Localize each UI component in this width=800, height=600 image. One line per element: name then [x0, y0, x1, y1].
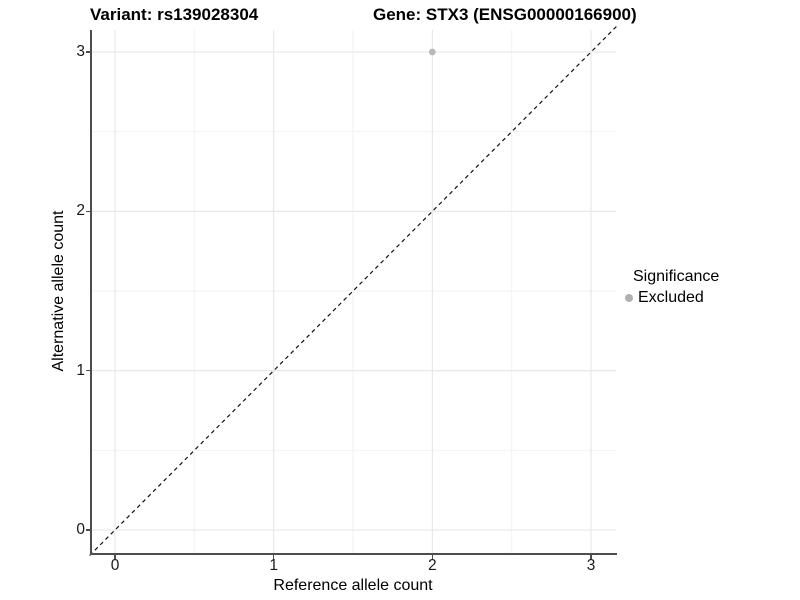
y-tick-label: 1	[76, 361, 85, 379]
plot-panel	[89, 24, 619, 556]
y-tick-mark	[85, 210, 90, 212]
y-tick-mark	[85, 51, 90, 53]
plot-title-variant: Variant: rs139028304	[90, 5, 259, 24]
y-tick-mark	[85, 370, 90, 372]
legend-entry-label: Excluded	[638, 289, 704, 306]
x-tick-label: 3	[586, 557, 596, 574]
plot-title-gene: Gene: STX3 (ENSG00000166900)	[373, 5, 637, 24]
x-tick-mark	[114, 554, 116, 559]
x-tick-mark	[273, 554, 275, 559]
y-tick-label: 3	[76, 43, 85, 60]
x-tick-label: 1	[269, 557, 278, 574]
identity-dashed-line	[89, 24, 619, 556]
x-tick-label: 2	[428, 557, 437, 574]
plot-canvas	[89, 24, 619, 556]
legend-entry-excluded: Excluded	[625, 289, 719, 307]
x-axis-title: Reference allele count	[273, 577, 433, 594]
x-tick-mark	[590, 554, 592, 559]
y-axis-line	[90, 30, 92, 555]
x-tick-mark	[431, 554, 433, 559]
y-tick-label: 2	[76, 202, 85, 220]
legend-key-dot-icon	[625, 294, 633, 302]
y-tick-label: 0	[76, 521, 85, 538]
x-axis-line	[90, 553, 617, 555]
legend-title: Significance	[633, 268, 720, 285]
legend: Significance Excluded	[625, 268, 719, 307]
y-axis-title: Alternative allele count	[50, 210, 67, 372]
x-tick-label: 0	[110, 557, 120, 574]
data-point-excluded	[428, 48, 436, 56]
y-tick-mark	[85, 529, 90, 531]
